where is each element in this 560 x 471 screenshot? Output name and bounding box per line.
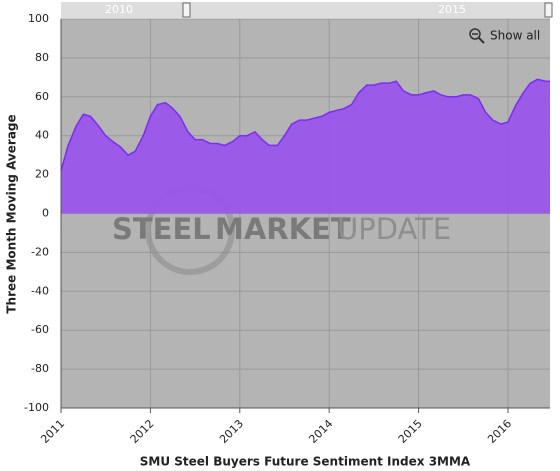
button-label[interactable]: Show all <box>490 29 540 43</box>
y-tick-label: 20 <box>35 168 49 181</box>
watermark: STEEL MARKET UPDATE <box>112 185 451 275</box>
show-all-button[interactable]: Show all <box>469 28 540 44</box>
y-tick-label: -100 <box>24 401 49 414</box>
y-tick-label: -20 <box>31 245 49 258</box>
navigator: 2010 2015 <box>61 2 553 18</box>
y-tick-label: -40 <box>31 284 49 297</box>
navigator-bar <box>61 2 550 18</box>
watermark-text: UPDATE <box>337 212 451 246</box>
y-tick-label: 40 <box>35 129 49 142</box>
navigator-handle[interactable] <box>182 2 191 18</box>
navigator-label: 2010 <box>105 3 133 16</box>
navigator-handle[interactable] <box>544 2 553 18</box>
x-axis-title: SMU Steel Buyers Future Sentiment Index … <box>140 455 471 469</box>
y-axis-title: Three Month Moving Average <box>5 114 19 313</box>
watermark-text: STEEL <box>112 212 211 246</box>
line <box>60 78 550 171</box>
y-tick-label: 60 <box>35 90 49 103</box>
y-tick-label: -80 <box>31 362 49 375</box>
area <box>61 79 550 214</box>
y-tick-label: 100 <box>28 12 49 25</box>
y-tick-label: -60 <box>31 323 49 336</box>
y-tick-label: 80 <box>35 51 49 64</box>
navigator-label: 2015 <box>438 3 466 16</box>
zoom-icon <box>469 28 481 40</box>
y-tick-label: 0 <box>42 207 49 220</box>
zoom-icon <box>478 37 485 44</box>
watermark-text: MARKET <box>215 212 351 246</box>
